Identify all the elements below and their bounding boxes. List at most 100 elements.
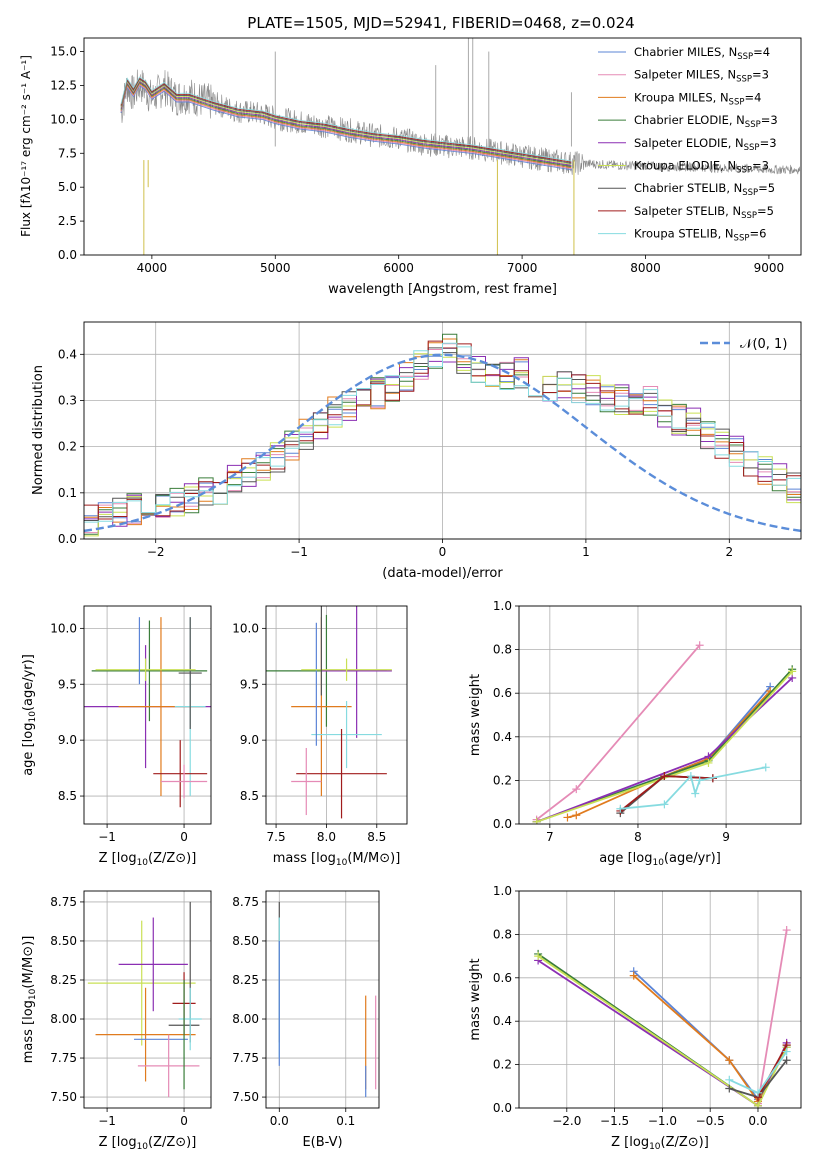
histogram-step (84, 353, 801, 537)
y-tick-label: 0.4 (493, 1014, 512, 1028)
x-axis-label: E(B-V) (302, 1135, 342, 1150)
legend-name: Chabrier STELIB, N (634, 181, 742, 195)
axes-frame (265, 890, 380, 1109)
axes-frame (83, 605, 212, 825)
y-tick-label: 0.4 (493, 730, 512, 744)
y-tick-label: 9.5 (240, 677, 259, 691)
y-tick-label: 0.1 (58, 486, 77, 500)
legend-name: Kroupa STELIB, N (634, 227, 734, 241)
x-axis-label: Z [log10(Z/Z⊙)] (99, 851, 197, 868)
y-tick-label: 8.25 (50, 973, 77, 987)
plus-marker (753, 1088, 762, 1097)
label-part: Z [log (99, 1135, 137, 1150)
y-tick-label: 8.25 (232, 973, 259, 987)
plus-marker (725, 1056, 734, 1065)
legend-entry: Chabrier MILES, NSSP=4 (634, 45, 770, 62)
legend-subscript: SSP (736, 75, 752, 85)
y-tick-label: 10.0 (50, 621, 77, 635)
legend-entry: Salpeter MILES, NSSP=3 (634, 68, 769, 85)
y-tick-label: 8.75 (50, 895, 77, 909)
label-part: (age/yr)] (664, 851, 721, 866)
plus-marker (782, 926, 791, 935)
label-part: age [log (21, 723, 36, 776)
y-tick-label: 10.0 (232, 621, 259, 635)
x-tick-label: 7.5 (267, 830, 286, 844)
histogram-step (84, 342, 801, 523)
x-axis-label: mass [log10(M/M⊙)] (273, 851, 401, 868)
x-tick-label: 0.0 (270, 1114, 289, 1128)
y-tick-label: 1.0 (493, 599, 512, 613)
legend-count: =3 (752, 159, 769, 173)
histogram-step (84, 356, 801, 527)
legend-name: Kroupa ELODIE, N (634, 159, 736, 173)
residuals-panel: −2 −1 0 1 2 0.0 0.1 0.2 0.3 0.4 (data-model)/error… (31, 321, 802, 581)
y-tick-label: 7.75 (232, 1051, 259, 1065)
figure-title: PLATE=1505, MJD=52941, FIBERID=0468, z=0… (247, 14, 634, 32)
model-spectrum (120, 82, 572, 169)
plus-marker (616, 804, 625, 813)
x-axis-label: (data-model)/error (382, 566, 503, 581)
legend-entry: Chabrier ELODIE, NSSP=3 (634, 113, 778, 130)
y-tick-label: 8.00 (232, 1012, 259, 1026)
y-tick-label: 8.00 (50, 1012, 77, 1026)
plot-area (266, 606, 392, 819)
plus-marker (532, 817, 541, 824)
panels: 4000 5000 6000 7000 8000 90000.02.55.07.510.0… (19, 37, 802, 1152)
y-axis-label: mass weight (468, 674, 483, 756)
x-tick-label: −2.0 (552, 1114, 581, 1128)
label-part: age [log (599, 851, 652, 866)
axes-frame (83, 37, 802, 256)
model-spectrum (120, 81, 572, 168)
y-tick-label: 0.2 (493, 1058, 512, 1072)
y-tick-label: 0.8 (493, 643, 512, 657)
legend-count: =5 (757, 204, 774, 218)
x-axis-label: wavelength [Angstrom, rest frame] (328, 282, 557, 297)
massweight_vs_Z-panel: −2.0 −1.5 −1.0 −0.5 0.0 0.0 0.2 0.4 0.6 0.8 1.0 Z [… (468, 884, 802, 1152)
x-tick-label: 9 (722, 830, 730, 844)
legend-name: Salpeter MILES, N (634, 68, 736, 82)
x-axis-label: Z [log10(Z/Z⊙)] (611, 1135, 709, 1152)
plus-marker (725, 1084, 734, 1093)
legend-entry: Kroupa MILES, NSSP=4 (634, 90, 761, 107)
histogram-step (84, 343, 801, 534)
axes-frame (518, 605, 802, 825)
plus-marker (695, 776, 704, 785)
legend-entry: Kroupa STELIB, NSSP=6 (634, 227, 766, 244)
plus-marker (782, 1056, 791, 1065)
x-tick-label: 0 (439, 545, 447, 559)
y-tick-label: 0.6 (493, 686, 512, 700)
legend-name: Salpeter STELIB, N (634, 204, 741, 218)
y-tick-label: 0.0 (493, 1101, 512, 1115)
plot-area (120, 38, 801, 255)
y-tick-label: 8.50 (50, 934, 77, 948)
plus-marker (629, 971, 638, 980)
plus-marker (788, 667, 797, 676)
x-tick-label: 7 (546, 830, 554, 844)
x-tick-label: 0 (180, 830, 188, 844)
x-tick-label: −1 (290, 545, 308, 559)
y-tick-label: 0.0 (58, 248, 77, 262)
y-axis-label: mass [log10(M/M⊙)] (21, 936, 38, 1064)
x-tick-label: 6000 (383, 261, 414, 275)
x-tick-label: 0.0 (748, 1114, 767, 1128)
label-part: (Z/Z⊙)] (148, 851, 196, 866)
y-tick-label: 0.8 (493, 927, 512, 941)
x-tick-label: 0 (180, 1114, 188, 1128)
y-axis-label: Flux [fλ10⁻¹⁷ erg cm⁻² s⁻¹ A⁻¹] (19, 55, 33, 237)
x-tick-label: 2 (725, 545, 733, 559)
mass_vs_ebv-panel: 0.0 0.1 7.50 7.75 8.00 8.25 8.50 8.75 E(B-V) (232, 890, 380, 1150)
label-part: (Z/Z⊙)] (148, 1135, 196, 1150)
legend-count: =3 (760, 136, 777, 150)
legend-subscript: SSP (744, 143, 760, 153)
model-spectrum (120, 84, 572, 170)
legend-count: =6 (749, 227, 766, 241)
plot-area (84, 617, 211, 808)
x-axis-label: Z [log10(Z/Z⊙)] (99, 1135, 197, 1152)
x-tick-label: 0.1 (336, 1114, 355, 1128)
legend-entry: Salpeter STELIB, NSSP=5 (634, 204, 774, 221)
plot-area (84, 333, 801, 537)
x-tick-label: −1.0 (648, 1114, 677, 1128)
plot-area (534, 926, 791, 1108)
y-tick-label: 5.0 (58, 180, 77, 194)
